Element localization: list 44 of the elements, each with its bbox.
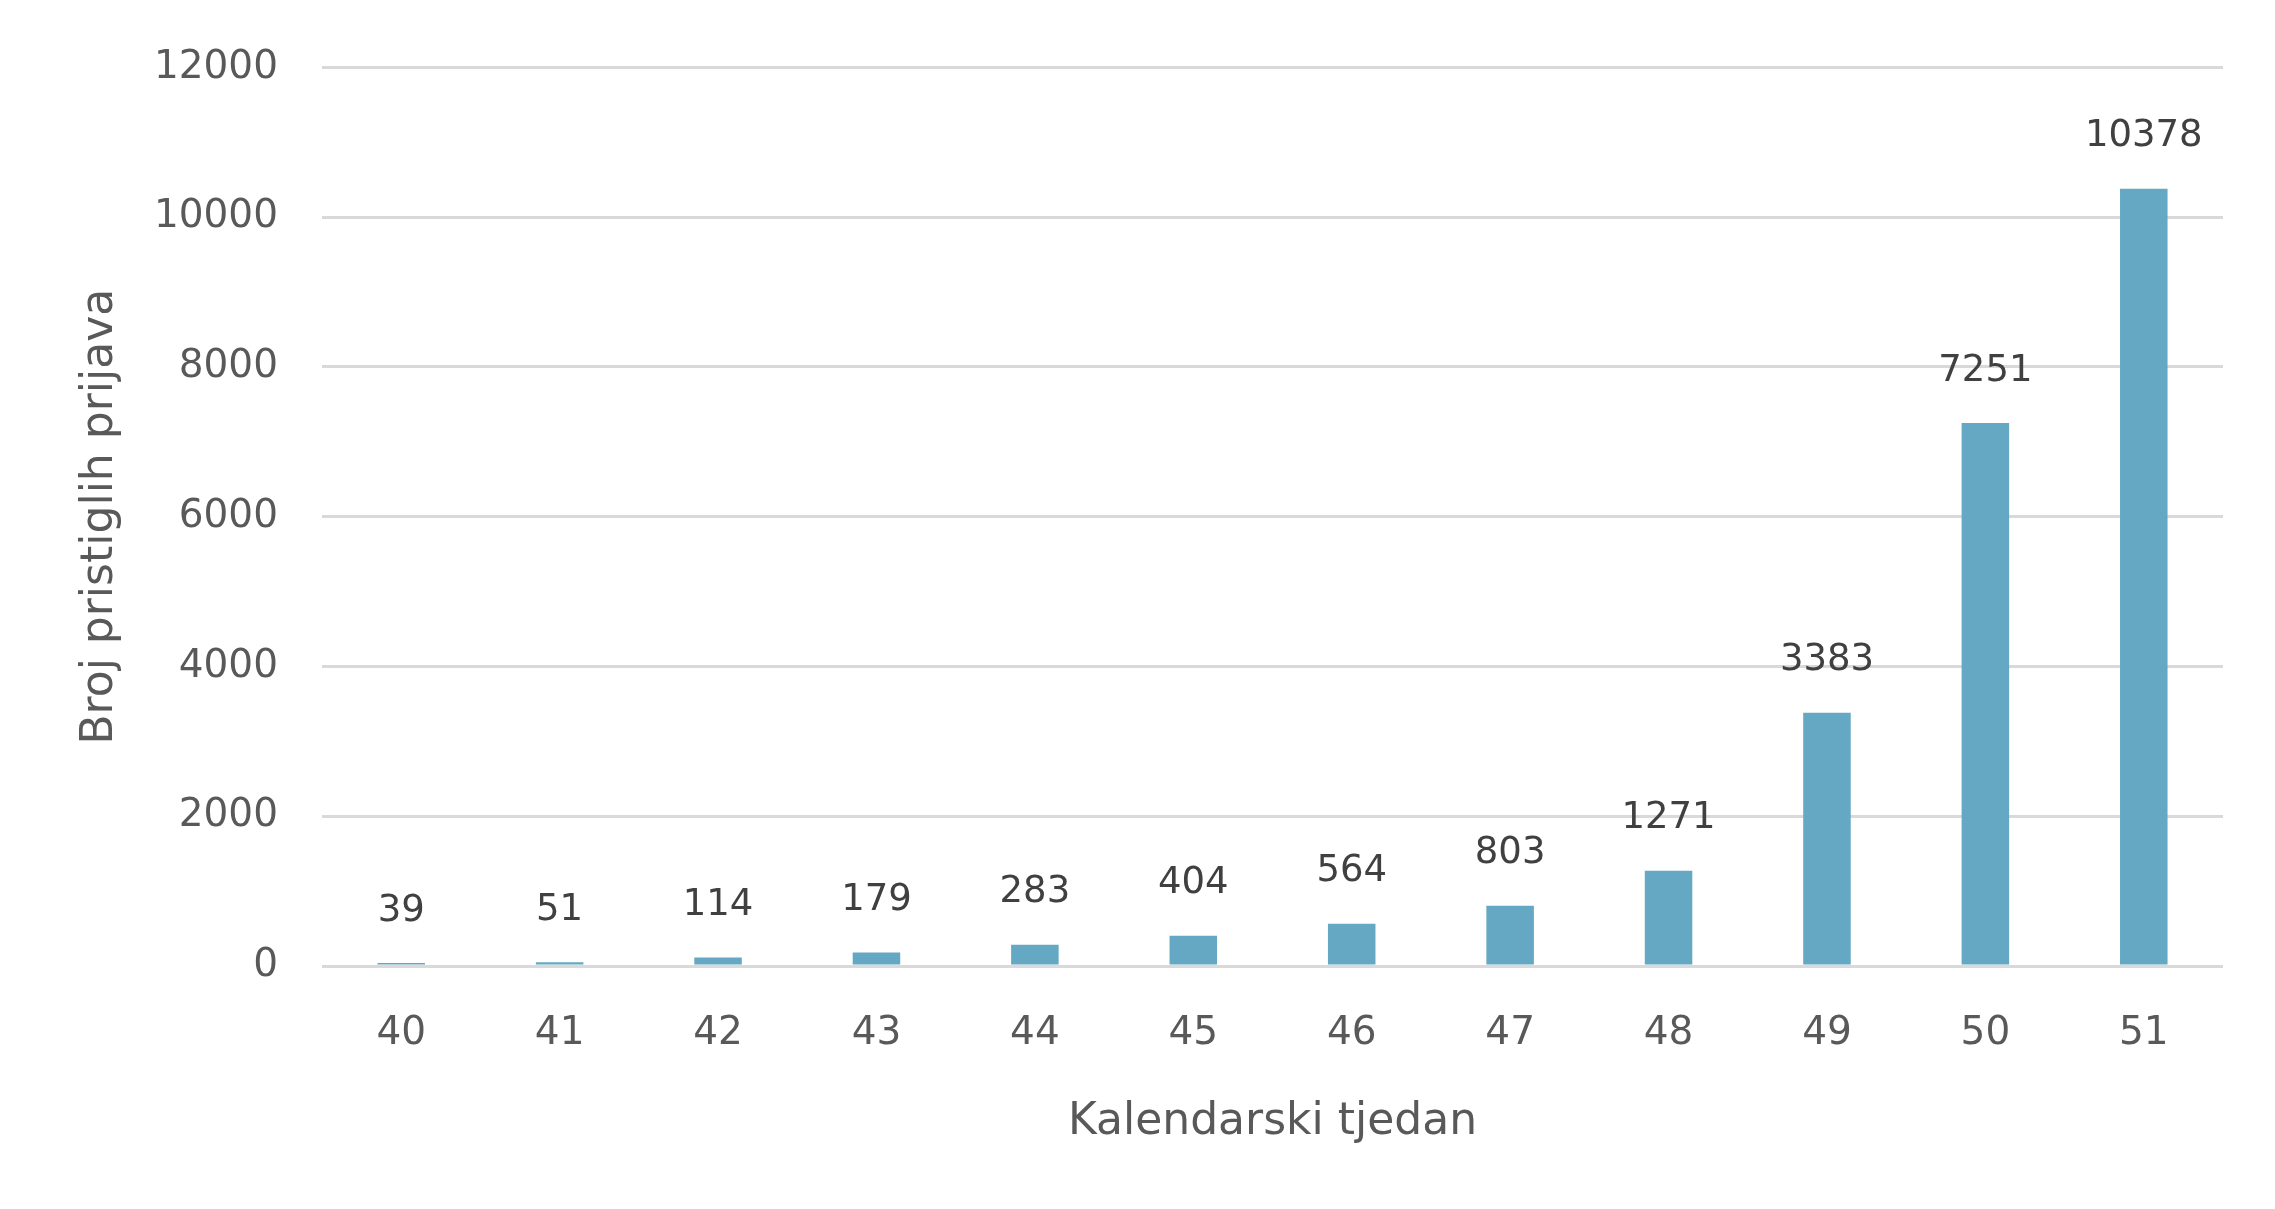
x-tick-label: 48 [1643,1007,1694,1053]
data-label: 7251 [1938,346,2033,390]
data-label: 564 [1316,847,1388,891]
data-label: 179 [841,876,912,920]
bar [694,957,742,965]
x-axis-title: Kalendarski tjedan [1067,1093,1478,1145]
x-tick-label: 41 [534,1007,585,1053]
x-tick-label: 50 [1960,1007,2011,1053]
bar [535,962,584,965]
data-label: 803 [1474,829,1546,873]
x-tick-label: 43 [851,1007,902,1053]
bar [1486,905,1534,965]
bar [1327,923,1376,965]
y-tick-label: 10000 [153,191,278,237]
data-label: 10378 [2084,112,2203,156]
bar [1011,944,1059,965]
x-tick-label: 46 [1326,1007,1377,1053]
bar [852,952,901,965]
y-tick-label: 12000 [153,41,278,87]
x-tick-label: 51 [2118,1007,2169,1053]
x-tick-label: 44 [1010,1007,1060,1053]
x-tick-label: 42 [693,1007,743,1053]
y-tick-label: 2000 [178,790,278,836]
data-label: 1271 [1621,794,1716,838]
y-tick-label: 0 [253,940,278,986]
data-label: 283 [999,868,1071,912]
data-label: 404 [1157,859,1229,903]
y-tick-label: 4000 [178,640,278,686]
bar [1961,423,2010,965]
x-tick-label: 40 [376,1007,427,1053]
y-tick-label: 8000 [178,341,278,387]
x-tick-label: 47 [1485,1007,1535,1053]
bar [1169,935,1218,965]
data-label: 114 [682,881,754,925]
bar [2120,188,2168,965]
data-label: 3383 [1779,636,1875,680]
bar [1644,870,1693,965]
y-axis-title: Broj pristiglih prijava [70,288,122,745]
data-label: 51 [536,885,584,929]
bar [1803,712,1851,965]
y-tick-label: 6000 [178,490,278,536]
x-tick-label: 45 [1168,1007,1219,1053]
x-tick-label: 49 [1802,1007,1852,1053]
data-label: 39 [377,886,425,930]
